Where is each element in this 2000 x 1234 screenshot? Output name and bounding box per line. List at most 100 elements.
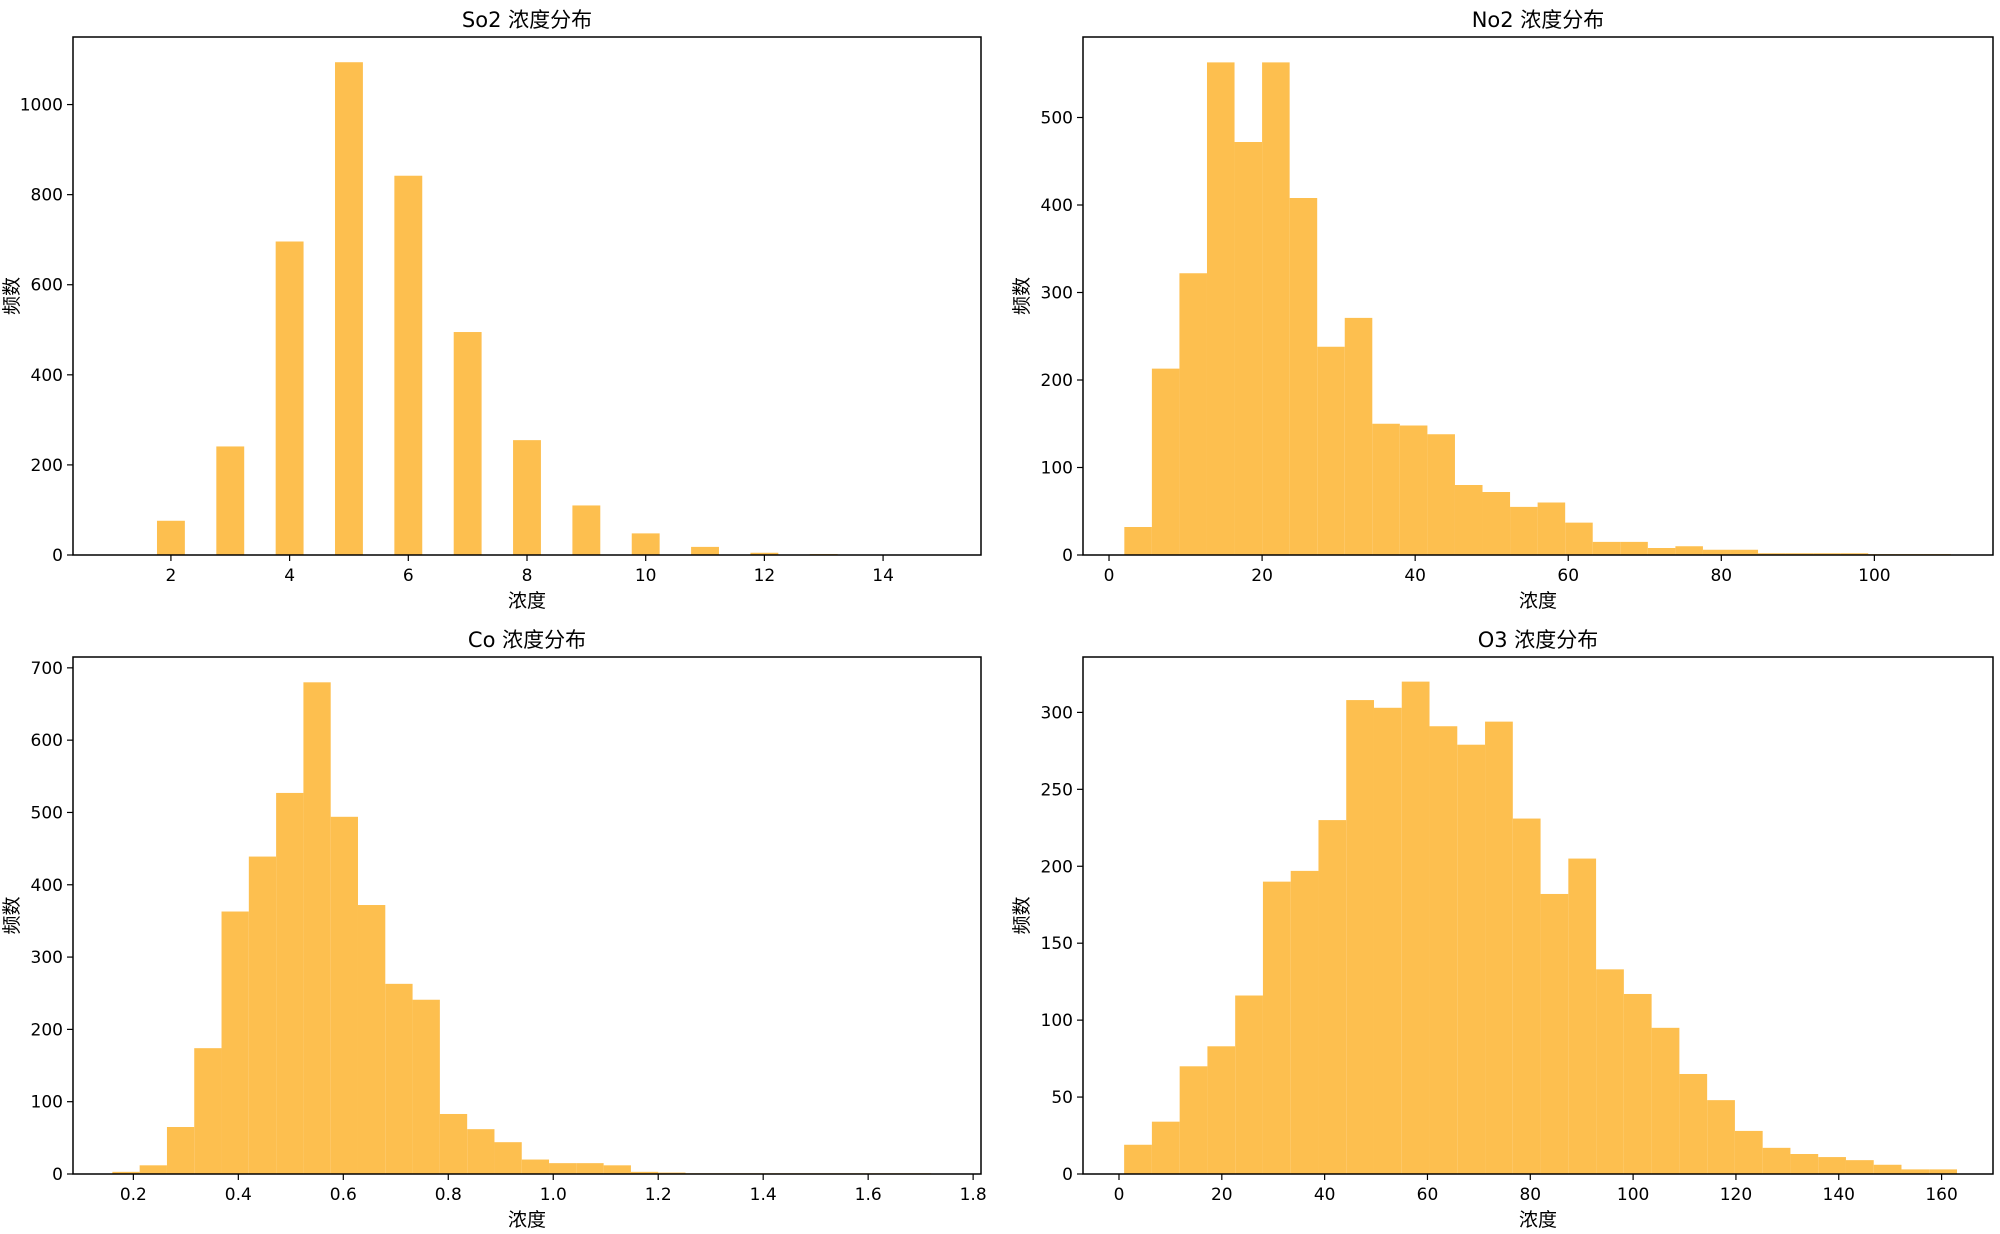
x-tick-label: 160 bbox=[1925, 1185, 1957, 1205]
histogram-bar bbox=[1290, 870, 1319, 1174]
y-tick-label: 400 bbox=[1041, 196, 1073, 216]
histogram-bar bbox=[1813, 553, 1841, 555]
histogram-bar bbox=[1707, 1100, 1735, 1174]
x-axis-label: 浓度 bbox=[1519, 590, 1557, 612]
chart-title: No2 浓度分布 bbox=[1472, 8, 1605, 32]
x-tick-label: 80 bbox=[1519, 1185, 1541, 1205]
x-tick-label: 1.6 bbox=[855, 1185, 882, 1205]
x-tick-label: 1.4 bbox=[750, 1185, 777, 1205]
plot-frame bbox=[1082, 656, 1994, 1175]
x-tick-label: 2 bbox=[166, 566, 177, 586]
y-axis-label: 频数 bbox=[1, 277, 23, 315]
y-tick-label: 200 bbox=[1041, 857, 1073, 877]
x-tick-label: 80 bbox=[1710, 566, 1732, 586]
y-tick-label: 200 bbox=[31, 1020, 63, 1040]
histogram-bar bbox=[1399, 425, 1428, 555]
histogram-bar bbox=[1151, 1121, 1180, 1174]
histogram-bar bbox=[1235, 995, 1263, 1174]
x-tick-label: 10 bbox=[635, 566, 657, 586]
y-tick-label: 500 bbox=[31, 803, 63, 823]
histogram-bar bbox=[1373, 707, 1402, 1174]
histogram-bar bbox=[275, 241, 304, 555]
histogram-bar bbox=[394, 175, 423, 556]
histogram-bar bbox=[1427, 434, 1455, 555]
y-tick-label: 200 bbox=[1041, 371, 1073, 391]
x-tick-label: 1.8 bbox=[960, 1185, 987, 1205]
x-axis-label: 浓度 bbox=[508, 1209, 546, 1231]
histogram-bar bbox=[1537, 502, 1566, 555]
histogram-bar bbox=[1454, 485, 1483, 555]
histogram-bar bbox=[1901, 1169, 1930, 1174]
histogram-bar bbox=[1647, 548, 1676, 555]
x-tick-label: 60 bbox=[1557, 566, 1579, 586]
chart-title: So2 浓度分布 bbox=[462, 8, 592, 32]
y-tick-label: 300 bbox=[1041, 703, 1073, 723]
plot-frame bbox=[1082, 36, 1994, 556]
histogram-bar bbox=[691, 546, 719, 555]
histogram-bar bbox=[513, 440, 541, 555]
y-axis-label: 频数 bbox=[1011, 277, 1033, 315]
histogram-bar bbox=[1568, 858, 1597, 1174]
histogram-bar bbox=[1401, 681, 1430, 1174]
x-tick-label: 0 bbox=[1104, 566, 1115, 586]
histogram-bar bbox=[1512, 818, 1541, 1174]
y-tick-label: 1000 bbox=[20, 96, 63, 116]
x-tick-label: 8 bbox=[522, 566, 533, 586]
histogram-bar bbox=[330, 816, 358, 1174]
histogram-bar bbox=[221, 911, 249, 1174]
chart-title: O3 浓度分布 bbox=[1478, 628, 1599, 652]
histogram-bar bbox=[1457, 744, 1486, 1174]
histogram-bar bbox=[1596, 969, 1624, 1174]
histogram-bar bbox=[1840, 553, 1869, 555]
histogram-bar bbox=[494, 1142, 522, 1174]
x-tick-label: 0.2 bbox=[120, 1185, 147, 1205]
histogram-bar bbox=[1151, 368, 1180, 556]
histogram-bar bbox=[1623, 993, 1652, 1174]
histogram-bar bbox=[1679, 1073, 1708, 1174]
histogram-bar bbox=[1730, 549, 1759, 555]
x-tick-label: 14 bbox=[872, 566, 894, 586]
histogram-bar bbox=[1845, 1160, 1874, 1174]
y-axis-label: 频数 bbox=[1011, 896, 1033, 934]
histogram-bar bbox=[1346, 700, 1374, 1174]
x-tick-label: 1.2 bbox=[645, 1185, 672, 1205]
histogram-bar bbox=[358, 905, 386, 1174]
y-tick-label: 700 bbox=[31, 659, 63, 679]
histogram-bar bbox=[1734, 1130, 1763, 1174]
plot-frame bbox=[72, 656, 982, 1175]
y-tick-label: 300 bbox=[31, 948, 63, 968]
y-tick-label: 50 bbox=[1051, 1088, 1073, 1108]
histogram-bar bbox=[1758, 553, 1786, 555]
y-tick-label: 600 bbox=[31, 731, 63, 751]
histogram-bar bbox=[1790, 1154, 1819, 1174]
x-tick-label: 0.6 bbox=[330, 1185, 357, 1205]
x-tick-label: 4 bbox=[284, 566, 295, 586]
y-tick-label: 0 bbox=[52, 546, 63, 566]
x-tick-label: 140 bbox=[1823, 1185, 1855, 1205]
histogram-bar bbox=[1317, 346, 1345, 555]
histogram-bar bbox=[1429, 726, 1458, 1174]
histogram-bar bbox=[467, 1129, 495, 1174]
histogram-bar bbox=[303, 682, 331, 1174]
y-tick-label: 150 bbox=[1041, 934, 1073, 954]
histogram-bar bbox=[166, 1127, 195, 1174]
histogram-bar bbox=[572, 505, 601, 555]
chart-panel-4: 0 20 40 60 80 100 120 140 160 0 50 100 150 200 250 300 O… bbox=[1011, 628, 1994, 1231]
histogram-bar bbox=[1485, 721, 1513, 1175]
y-tick-label: 800 bbox=[31, 186, 63, 206]
histogram-bar bbox=[194, 1048, 222, 1174]
histogram-bar bbox=[1344, 317, 1373, 556]
histogram-bar bbox=[549, 1163, 577, 1174]
y-tick-label: 250 bbox=[1041, 780, 1073, 800]
histogram-bar bbox=[453, 332, 482, 555]
histogram-bar bbox=[1873, 1164, 1902, 1174]
histogram-bar bbox=[603, 1165, 631, 1174]
histogram-bar bbox=[1818, 1157, 1846, 1174]
y-tick-label: 600 bbox=[31, 276, 63, 296]
y-tick-label: 100 bbox=[31, 1093, 63, 1113]
y-axis-label: 频数 bbox=[1, 896, 23, 934]
y-tick-label: 0 bbox=[52, 1165, 63, 1185]
histogram-bar bbox=[1234, 142, 1263, 555]
